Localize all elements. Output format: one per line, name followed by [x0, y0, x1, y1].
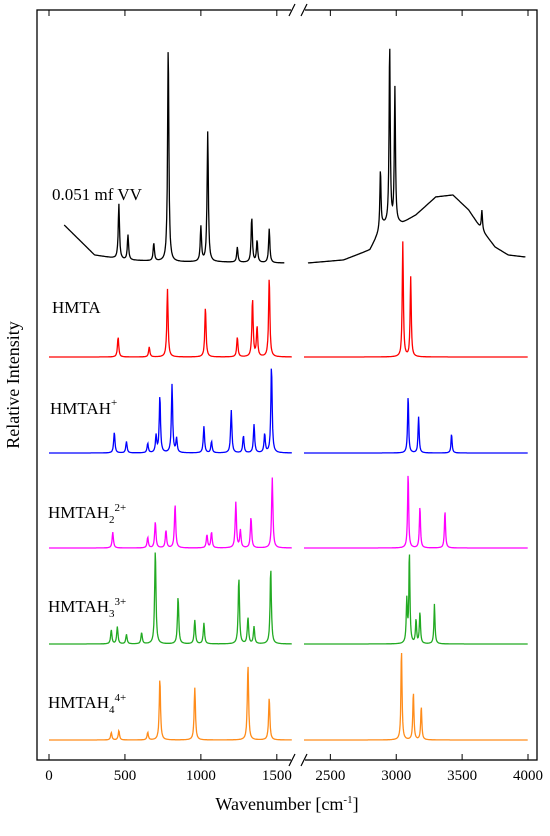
axis-break-mark-bottom-right: [300, 753, 308, 767]
series-line-high: [304, 241, 528, 358]
tick-layer: 0 500 1000 1500 2500 3000 3500 4000: [45, 10, 543, 784]
axis-break: [288, 3, 308, 767]
series-line-high: [304, 652, 528, 741]
series-line-high: [304, 398, 528, 454]
x-tick-label: 500: [114, 768, 137, 784]
x-axis-title: Wavenumber [cm-1]: [215, 794, 358, 814]
plot-border: [36, 9, 538, 761]
series-line-high: [307, 48, 526, 264]
series-2: HMTAH+: [49, 368, 528, 454]
series-3: HMTAH22+: [48, 475, 528, 549]
series-layer: 0.051 mf VV HMTA HMTAH+ HMTAH22+ HMTAH33+ HMT…: [48, 48, 528, 741]
series-label: HMTAH44+: [48, 692, 126, 716]
axis-break-gap-top: [291, 4, 305, 16]
x-tick-label: 1000: [186, 768, 216, 784]
series-line-low: [49, 666, 292, 741]
series-label: HMTA: [52, 298, 101, 317]
series-0: 0.051 mf VV: [52, 48, 526, 264]
axis-break-mark-bottom-left: [288, 753, 296, 767]
series-1: HMTA: [49, 241, 528, 358]
x-tick-label: 0: [45, 768, 53, 784]
series-line-low: [49, 368, 292, 454]
x-tick-label: 3000: [381, 768, 411, 784]
series-label: HMTAH+: [50, 397, 117, 418]
series-label: HMTAH22+: [48, 502, 126, 526]
series-4: HMTAH33+: [48, 552, 528, 645]
y-axis-title: Relative Intensity: [3, 321, 23, 448]
series-line-low: [49, 279, 292, 358]
series-line-low: [49, 552, 292, 645]
series-line-low: [63, 52, 285, 264]
series-line-high: [304, 475, 528, 549]
series-label: 0.051 mf VV: [52, 185, 143, 204]
series-5: HMTAH44+: [48, 652, 528, 741]
x-tick-label: 2500: [315, 768, 345, 784]
axis-break-mark-top-right: [300, 3, 308, 17]
x-tick-label: 3500: [447, 768, 477, 784]
axis-break-gap-bottom: [291, 754, 305, 766]
series-line-low: [49, 477, 292, 549]
series-line-high: [304, 554, 528, 645]
series-label: HMTAH33+: [48, 596, 126, 620]
axis-break-mark-top-left: [288, 3, 296, 17]
plot-frame: [36, 9, 538, 761]
x-tick-label: 4000: [513, 768, 543, 784]
x-tick-label: 1500: [262, 768, 292, 784]
